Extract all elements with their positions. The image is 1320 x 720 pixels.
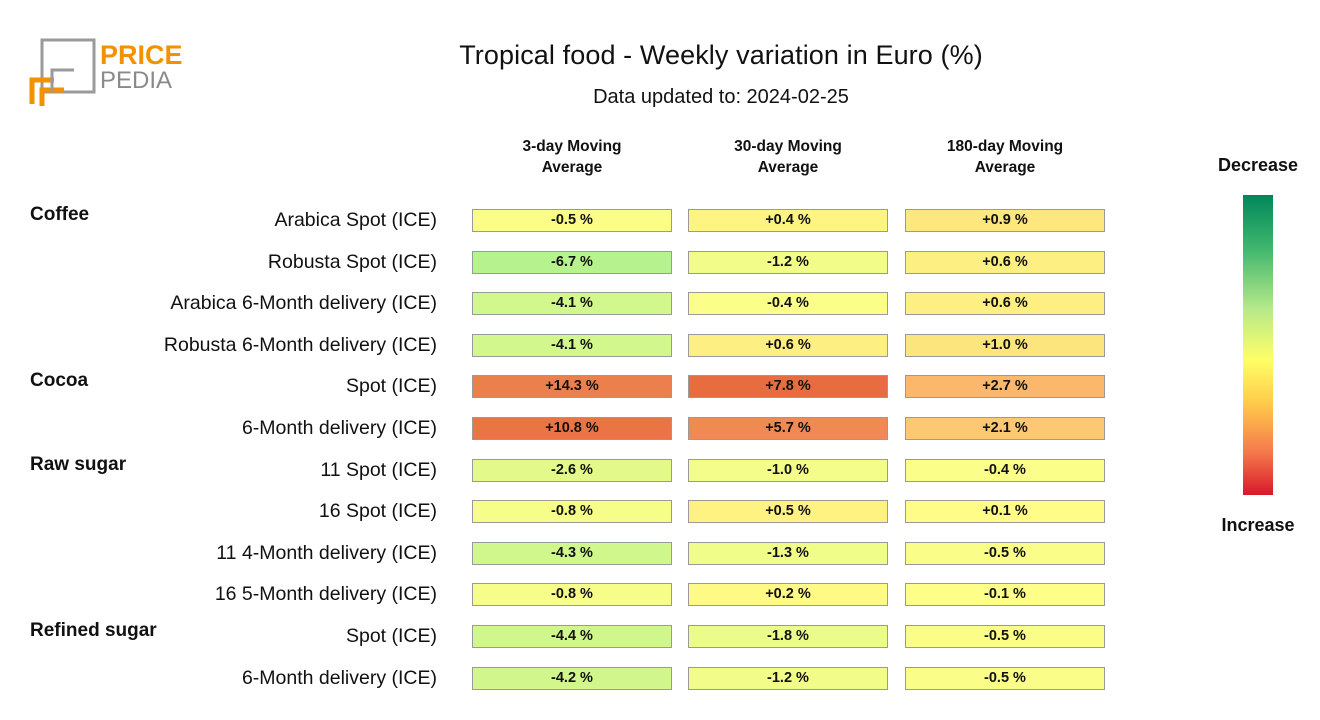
heatmap-cell: -1.2 % <box>688 666 888 690</box>
heatmap-cell: -4.1 % <box>472 333 672 357</box>
heatmap-cell: +2.1 % <box>905 417 1105 440</box>
heatmap-cell: -0.8 % <box>472 583 672 607</box>
row-label: 6-Month delivery (ICE) <box>241 417 437 439</box>
heatmap-cell: -0.1 % <box>905 583 1105 607</box>
heatmap-cell: -4.4 % <box>472 625 672 648</box>
row-label: Spot (ICE) <box>345 375 437 398</box>
legend-top-label: Decrease <box>1217 155 1299 175</box>
row-label: Arabica 6-Month delivery (ICE) <box>170 292 437 315</box>
row-label: Robusta 6-Month delivery (ICE) <box>163 333 437 356</box>
heatmap-cell: -1.0 % <box>688 458 888 482</box>
group-label: Refined sugar <box>30 620 157 641</box>
heatmap-cell: -1.2 % <box>688 250 888 274</box>
row-label: 11 Spot (ICE) <box>320 458 437 481</box>
heatmap-cell: -0.5 % <box>905 625 1105 648</box>
row-label: 11 4-Month delivery (ICE) <box>216 541 437 564</box>
heatmap-cell: -6.7 % <box>472 250 672 274</box>
heatmap-cell: +0.1 % <box>905 500 1105 524</box>
heatmap-cell: +0.5 % <box>688 500 888 524</box>
pricepedia-logo-mark: PRICE PEDIA <box>29 38 183 106</box>
heatmap-cell: -1.8 % <box>688 625 888 648</box>
heatmap-cell: -4.1 % <box>472 292 672 316</box>
heatmap-cell: -0.5 % <box>905 541 1105 565</box>
heatmap-cell: +0.6 % <box>905 250 1105 274</box>
heatmap-cell: +0.9 % <box>905 209 1105 232</box>
row-label: Spot (ICE) <box>345 625 437 647</box>
group-label: Raw sugar <box>30 453 127 475</box>
chart-title: Tropical food - Weekly variation in Euro… <box>459 40 983 70</box>
legend-color-scale <box>1243 195 1273 495</box>
heatmap-cell: -2.6 % <box>472 458 672 482</box>
row-label: 16 Spot (ICE) <box>318 500 437 523</box>
heatmap-cell: -0.4 % <box>688 292 888 316</box>
logo-line2: PEDIA <box>100 67 172 94</box>
heatmap-cell: +0.6 % <box>905 292 1105 316</box>
legend-bottom-label: Increase <box>1221 515 1295 535</box>
logo-line1: PRICE <box>100 40 183 70</box>
heatmap-cell: +1.0 % <box>905 333 1105 357</box>
column-header: 180-day Moving Average <box>905 136 1105 178</box>
heatmap-cell: +0.2 % <box>688 583 888 607</box>
row-label: Arabica Spot (ICE) <box>274 209 437 231</box>
column-header-line1: 180-day Moving <box>946 138 1064 155</box>
heatmap-cell: +14.3 % <box>472 375 672 399</box>
heatmap-cell: -1.3 % <box>688 541 888 565</box>
heatmap-cell: +0.6 % <box>688 333 888 357</box>
column-header-line1: 30-day Moving <box>734 138 842 155</box>
row-label: Robusta Spot (ICE) <box>267 250 437 273</box>
column-header: 3-day Moving Average <box>472 136 672 178</box>
heatmap-cell: +0.4 % <box>688 209 888 232</box>
heatmap-cell: -4.2 % <box>472 666 672 690</box>
heatmap-cell: +7.8 % <box>688 375 888 399</box>
group-label: Coffee <box>30 204 90 225</box>
group-label: Cocoa <box>30 370 89 392</box>
column-header-line1: 3-day Moving <box>522 138 622 155</box>
heatmap-cell: +10.8 % <box>472 417 672 440</box>
heatmap-cell: -0.5 % <box>472 209 672 232</box>
column-header-line2: Average <box>974 159 1036 176</box>
heatmap-cell: +2.7 % <box>905 375 1105 399</box>
heatmap-cell: +5.7 % <box>688 417 888 440</box>
heatmap-cell: -4.3 % <box>472 541 672 565</box>
heatmap-cell: -0.4 % <box>905 458 1105 482</box>
row-label: 16 5-Month delivery (ICE) <box>214 583 437 606</box>
pricepedia-logo: PRICE PEDIA <box>28 36 188 112</box>
heatmap-cell: -0.8 % <box>472 500 672 524</box>
row-label: 6-Month delivery (ICE) <box>241 666 437 689</box>
column-header-line2: Average <box>757 159 819 176</box>
column-header: 30-day Moving Average <box>688 136 888 178</box>
chart-subtitle: Data updated to: 2024-02-25 <box>593 86 849 108</box>
column-header-line2: Average <box>541 159 603 176</box>
heatmap-cell: -0.5 % <box>905 666 1105 690</box>
